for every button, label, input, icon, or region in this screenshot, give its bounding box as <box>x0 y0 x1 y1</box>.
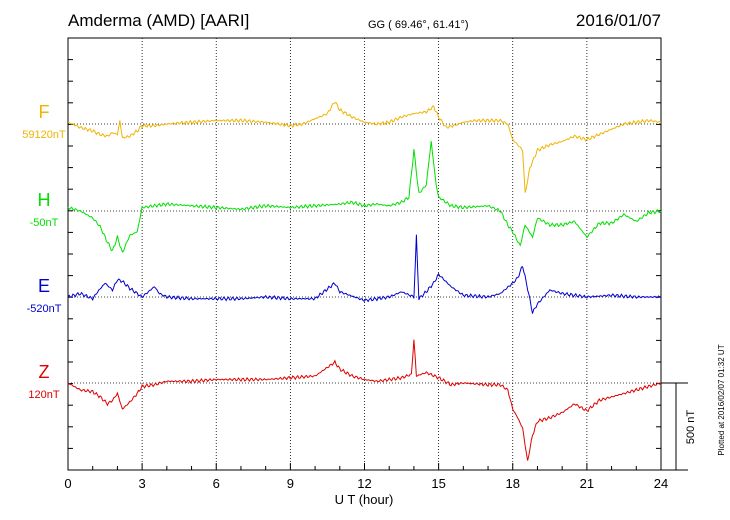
x-axis-ticks: 0 3 6 9 12 15 18 21 24 <box>64 37 668 491</box>
coords-label: GG ( 69.46°, 61.41°) <box>368 19 469 31</box>
tick-label-0: 0 <box>64 476 71 491</box>
grid <box>68 38 661 470</box>
series-label-H: H <box>38 190 51 210</box>
series-line-H <box>67 140 662 253</box>
series-baseline-Z: 120nT <box>28 389 59 401</box>
date-label: 2016/01/07 <box>576 11 661 30</box>
scale-bar-label: 500 nT <box>685 410 697 445</box>
series-line-E <box>67 234 662 314</box>
tick-label-18: 18 <box>506 476 520 491</box>
tick-label-3: 3 <box>139 476 146 491</box>
plotted-timestamp: Plotted at 2016/02/07 01:32 UT <box>717 344 726 455</box>
tick-label-24: 24 <box>654 476 668 491</box>
series-baseline-H: -50nT <box>30 217 59 229</box>
x-axis-label: U T (hour) <box>335 492 394 507</box>
tick-label-12: 12 <box>357 476 371 491</box>
series-line-F <box>67 102 662 193</box>
tick-label-15: 15 <box>431 476 445 491</box>
series-label-E: E <box>38 276 50 296</box>
tick-label-9: 9 <box>287 476 294 491</box>
series-baseline-E: -520nT <box>27 303 62 315</box>
tick-label-6: 6 <box>213 476 220 491</box>
series-label-Z: Z <box>39 362 50 382</box>
series-group: F 59120nT H -50nT E -520nT Z 120nT <box>22 102 662 461</box>
station-title: Amderma (AMD) [AARI] <box>68 11 249 30</box>
series-baseline-F: 59120nT <box>22 129 66 141</box>
series-label-F: F <box>39 102 50 122</box>
series-line-Z <box>67 339 662 461</box>
tick-label-21: 21 <box>580 476 594 491</box>
